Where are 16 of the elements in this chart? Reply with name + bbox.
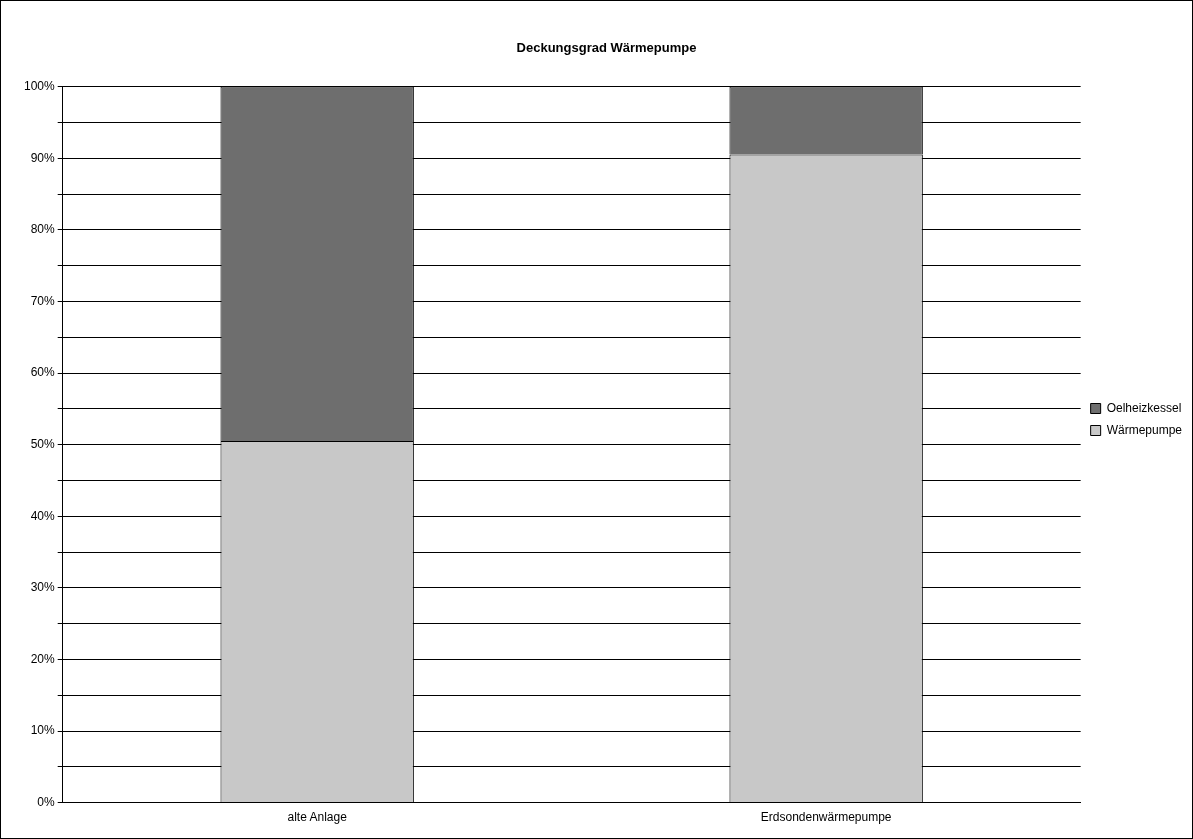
x-tick-label: alte Anlage <box>287 810 348 825</box>
y-tick-label: 100% <box>23 78 56 93</box>
y-tick-label: 40% <box>30 508 56 523</box>
y-tick-label: 70% <box>30 293 56 308</box>
x-tick-label: Erdsondenwärmepumpe <box>760 810 892 825</box>
legend-label: Oelheizkessel <box>1106 400 1182 415</box>
legend-label: Wärmepumpe <box>1106 422 1183 437</box>
y-tick-label: 0% <box>37 794 56 809</box>
y-tick-label: 90% <box>30 150 56 165</box>
y-tick-label: 50% <box>30 436 56 451</box>
y-tick-label: 30% <box>30 580 56 595</box>
y-tick-label: 20% <box>30 651 56 666</box>
y-tick-label: 10% <box>30 723 56 738</box>
y-tick-label: 80% <box>30 222 56 237</box>
y-tick-label: 60% <box>30 365 56 380</box>
chart-title: Deckungsgrad Wärmepumpe <box>516 40 697 56</box>
